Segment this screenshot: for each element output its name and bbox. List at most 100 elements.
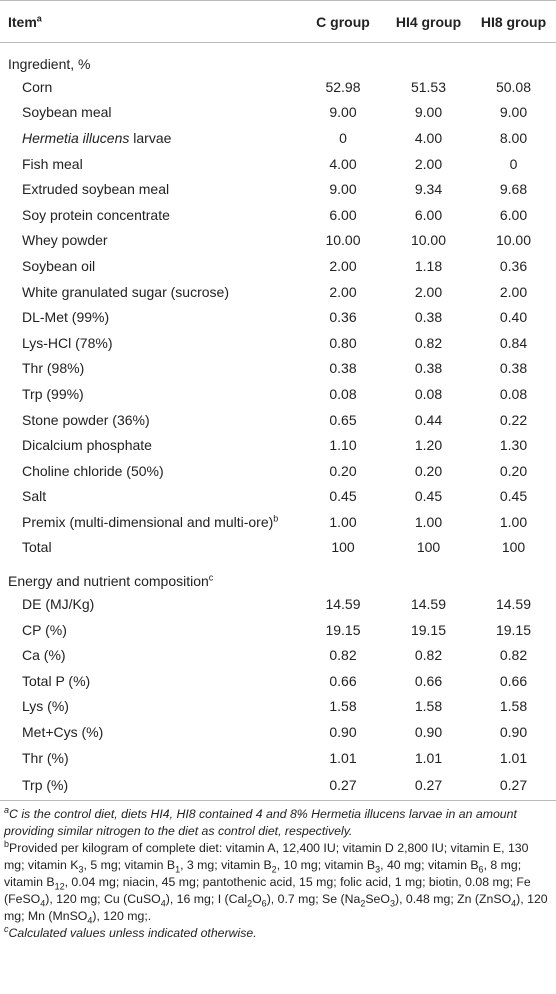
row-label: White granulated sugar (sucrose) <box>0 279 300 305</box>
footnote: bProvided per kilogram of complete diet:… <box>4 840 550 926</box>
data-row: CP (%) 19.15 19.15 19.15 <box>0 617 556 643</box>
row-label: Ca (%) <box>0 642 300 668</box>
text: Met+Cys (%) <box>22 724 104 741</box>
text: Ca (%) <box>22 647 66 664</box>
diet-table: Itema C group HI4 group HI8 group Ingredien… <box>0 0 556 802</box>
cell-value: 14.59 <box>410 596 447 613</box>
text: Lys-HCl (78%) <box>22 334 113 351</box>
cell-value: 0.82 <box>414 334 443 351</box>
data-row: Soybean meal 9.00 9.00 9.00 <box>0 100 556 126</box>
data-row: Stone powder (36%) 0.65 0.44 0.22 <box>0 407 556 433</box>
text: Total P (%) <box>22 672 91 689</box>
cell-value: 2.00 <box>414 283 443 300</box>
section-title: Ingredient, % <box>0 43 556 75</box>
text: SeO <box>365 892 390 907</box>
text: ), 0.7 mg; Se (Na <box>266 892 361 907</box>
cell-value: 6.00 <box>329 206 357 223</box>
cell-value: 2.00 <box>329 283 357 300</box>
superscript: a <box>4 805 10 816</box>
cell-value: 1.20 <box>414 437 443 454</box>
item-header: Itema <box>0 0 300 43</box>
row-label: Soybean meal <box>0 100 300 126</box>
cell-value: 0.38 <box>499 360 528 377</box>
text: Soybean meal <box>22 104 112 121</box>
data-row: DE (MJ/Kg) 14.59 14.59 14.59 <box>0 591 556 617</box>
cell-value: 0.08 <box>499 385 528 402</box>
row-label: Hermetia illucens larvae <box>0 125 300 151</box>
superscript: a <box>36 12 42 23</box>
column-header: C group <box>300 0 386 43</box>
cell-value: 0.20 <box>414 462 443 479</box>
cell-value: 10.00 <box>410 232 447 249</box>
header-row: Itema C group HI4 group HI8 group <box>0 0 556 43</box>
cell-value: 0.36 <box>499 257 528 274</box>
data-row: Premix (multi-dimensional and multi-ore)… <box>0 509 556 535</box>
text: , 10 mg; vitamin B <box>276 858 376 873</box>
cell-value: 9.00 <box>329 181 357 198</box>
text: O <box>252 892 262 907</box>
cell-value: 0.38 <box>414 360 443 377</box>
subscript: 12 <box>54 881 65 892</box>
cell-value: 51.53 <box>410 78 447 95</box>
text: Corn <box>22 78 53 95</box>
footnotes: aC is the control diet, diets HI4, HI8 c… <box>0 801 556 942</box>
text: , 5 mg; vitamin B <box>83 858 176 873</box>
section-row: Ingredient, % <box>0 43 556 75</box>
row-label: Thr (%) <box>0 745 300 771</box>
subscript: 4 <box>40 898 46 909</box>
data-row: Thr (98%) 0.38 0.38 0.38 <box>0 356 556 382</box>
cell-value: 9.00 <box>499 104 528 121</box>
text: Soybean oil <box>22 257 96 274</box>
cell-value: 0.90 <box>329 724 357 741</box>
footnote: cCalculated values unless indicated othe… <box>4 925 550 942</box>
cell-value: 0.22 <box>499 411 528 428</box>
column-header: HI4 group <box>386 0 471 43</box>
text: , 0.04 mg; niacin, 45 mg; pantothenic ac… <box>4 875 531 907</box>
cell-value: 0 <box>339 129 347 146</box>
text: Choline chloride (50%) <box>22 462 164 479</box>
row-label: DE (MJ/Kg) <box>0 591 300 617</box>
text: larvae <box>129 129 172 146</box>
row-label: CP (%) <box>0 617 300 643</box>
text: Trp (99%) <box>22 385 84 402</box>
cell-value: 1.00 <box>414 513 443 530</box>
cell-value: 1.00 <box>499 513 528 530</box>
cell-value: 2.00 <box>499 283 528 300</box>
row-label: Whey powder <box>0 228 300 254</box>
cell-value: 1.00 <box>329 513 357 530</box>
row-label: Total <box>0 535 300 561</box>
cell-value: 19.15 <box>410 621 447 638</box>
data-row: Thr (%) 1.01 1.01 1.01 <box>0 745 556 771</box>
cell-value: 0.27 <box>300 770 386 802</box>
data-row: Lys-HCl (78%) 0.80 0.82 0.84 <box>0 330 556 356</box>
cell-value: 0.66 <box>414 672 443 689</box>
data-row: Dicalcium phosphate 1.10 1.20 1.30 <box>0 432 556 458</box>
header-text: HI4 group <box>395 13 462 30</box>
cell-value: 1.01 <box>329 749 357 766</box>
subscript: 3 <box>78 864 84 875</box>
cell-value: 0.82 <box>414 647 443 664</box>
row-label: Fish meal <box>0 151 300 177</box>
cell-value: 50.08 <box>495 78 532 95</box>
text: Total <box>22 539 52 556</box>
text: ), 0.48 mg; Zn (ZnSO <box>394 892 512 907</box>
data-row: Met+Cys (%) 0.90 0.90 0.90 <box>0 719 556 745</box>
cell-value: 0.45 <box>499 488 528 505</box>
cell-value: 52.98 <box>325 78 361 95</box>
superscript: b <box>273 513 279 524</box>
row-label: Met+Cys (%) <box>0 719 300 745</box>
cell-value: 0.45 <box>329 488 357 505</box>
text: Thr (%) <box>22 749 69 766</box>
data-row: Choline chloride (50%) 0.20 0.20 0.20 <box>0 458 556 484</box>
data-row: Trp (%) 0.27 0.27 0.27 <box>0 770 556 802</box>
data-row: Lys (%) 1.58 1.58 1.58 <box>0 694 556 720</box>
row-label: Choline chloride (50%) <box>0 458 300 484</box>
data-row: Whey powder 10.00 10.00 10.00 <box>0 228 556 254</box>
cell-value: 10.00 <box>495 232 532 249</box>
cell-value: 9.00 <box>329 104 357 121</box>
cell-value: 4.00 <box>329 155 357 172</box>
row-label: Trp (99%) <box>0 381 300 407</box>
subscript: 4 <box>160 898 166 909</box>
text: ), 16 mg; I (Cal <box>165 892 248 907</box>
